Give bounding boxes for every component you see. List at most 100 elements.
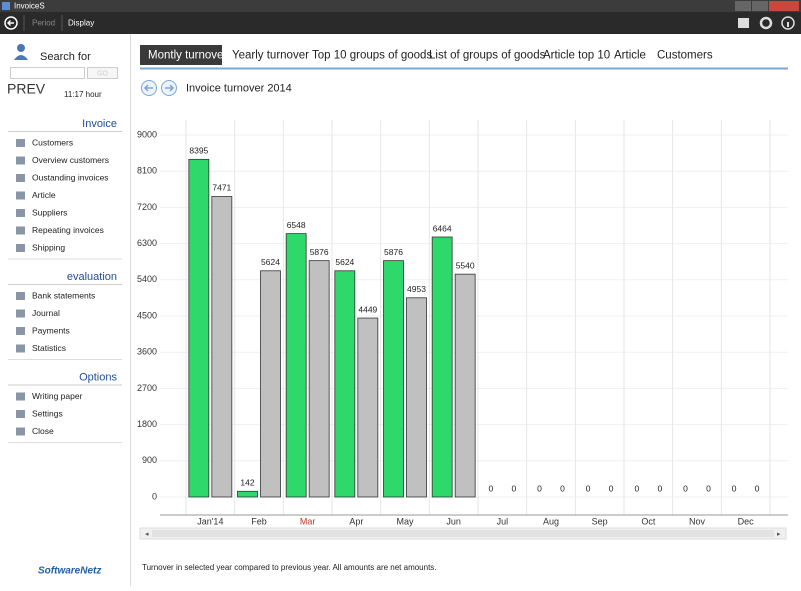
menu-item[interactable]: Writing paper <box>32 391 83 401</box>
tab[interactable]: Customers <box>657 50 713 62</box>
close-window-button[interactable] <box>769 1 799 11</box>
search-button-label: GO <box>97 70 108 77</box>
sidebar-menu: Invoice Customers Overview customers Oustan… <box>8 118 122 443</box>
menu-item[interactable]: Payments <box>32 325 70 335</box>
print-icon[interactable] <box>738 18 749 28</box>
bar <box>286 234 306 497</box>
value-label: 4449 <box>358 304 377 314</box>
y-tick-label: 6300 <box>137 238 157 248</box>
y-tick-label: 1800 <box>137 419 157 429</box>
value-label: 0 <box>560 483 565 493</box>
toolbar <box>0 12 801 34</box>
tab[interactable]: Montly turnover <box>148 50 227 62</box>
menu-icon <box>16 327 25 335</box>
search-label: Search for <box>40 51 91 63</box>
x-tick-label: Jan'14 <box>197 516 223 526</box>
value-label: 0 <box>537 483 542 493</box>
x-tick-label: Mar <box>300 516 316 526</box>
y-tick-label: 0 <box>152 491 157 501</box>
bar <box>432 237 452 497</box>
value-label: 0 <box>706 483 711 493</box>
bar <box>407 298 427 497</box>
value-label: 0 <box>755 483 760 493</box>
menu-item[interactable]: Oustanding invoices <box>32 172 109 182</box>
y-tick-label: 9000 <box>137 129 157 139</box>
bar <box>358 318 378 497</box>
tab[interactable]: List of groups of goods <box>429 50 546 62</box>
menu-icon <box>16 393 25 401</box>
tab[interactable]: Yearly turnover <box>232 50 309 62</box>
menu-icon <box>16 292 25 300</box>
value-label: 5876 <box>384 247 403 257</box>
value-label: 8395 <box>189 146 208 156</box>
scroll-left[interactable]: ◂ <box>145 531 149 538</box>
y-tick-label: 7200 <box>137 202 157 212</box>
bar <box>455 274 475 497</box>
menu-icon <box>16 410 25 418</box>
x-tick-label: Feb <box>251 516 267 526</box>
y-tick-label: 3600 <box>137 347 157 357</box>
menu-icon <box>16 428 25 436</box>
menu-item[interactable]: Repeating invoices <box>32 225 104 235</box>
section-header: evaluation <box>67 271 117 283</box>
menu-icon <box>16 209 25 217</box>
bar <box>309 261 329 497</box>
bar <box>238 491 258 497</box>
menu-icon <box>16 227 25 235</box>
value-label: 7471 <box>212 183 231 193</box>
menu-item[interactable]: Article <box>32 190 56 200</box>
bar <box>335 271 355 497</box>
search-input[interactable] <box>11 68 85 79</box>
menu-item[interactable]: Statistics <box>32 343 66 353</box>
search-user-icon <box>17 44 25 52</box>
logo: SoftwareNetz <box>38 566 101 577</box>
section-header: Invoice <box>82 118 117 130</box>
tab[interactable]: Article <box>614 50 646 62</box>
menu-item[interactable]: Suppliers <box>32 207 67 217</box>
value-label: 5624 <box>335 257 354 267</box>
search-user-icon <box>14 55 28 60</box>
chart: 0900180027003600450054006300720081009000… <box>137 120 788 526</box>
y-tick-label: 5400 <box>137 274 157 284</box>
tab[interactable]: Top 10 groups of goods <box>312 50 432 62</box>
menu-icon <box>16 192 25 200</box>
value-label: 5540 <box>456 260 475 270</box>
value-label: 0 <box>732 483 737 493</box>
value-label: 5624 <box>261 257 280 267</box>
prev-label: PREV <box>7 81 46 97</box>
value-label: 0 <box>609 483 614 493</box>
menu-item[interactable]: Bank statements <box>32 290 95 300</box>
bar <box>261 271 281 497</box>
y-tick-label: 2700 <box>137 383 157 393</box>
value-label: 6548 <box>287 220 306 230</box>
y-tick-label: 4500 <box>137 310 157 320</box>
time-label: 11:17 hour <box>64 90 102 99</box>
value-label: 4953 <box>407 284 426 294</box>
minimize-button[interactable] <box>735 1 751 11</box>
info-icon-mark <box>787 22 789 27</box>
menu-item[interactable]: Overview customers <box>32 155 109 165</box>
window-title: InvoiceS <box>14 2 45 11</box>
x-tick-label: Aug <box>543 516 559 526</box>
x-tick-label: Nov <box>689 516 706 526</box>
menu-item[interactable]: Journal <box>32 308 60 318</box>
menu-item[interactable]: Customers <box>32 137 73 147</box>
toolbar-display[interactable]: Display <box>68 19 94 28</box>
toolbar-period[interactable]: Period <box>32 19 55 28</box>
value-label: 0 <box>511 483 516 493</box>
menu-item[interactable]: Settings <box>32 408 63 418</box>
scrollbar-thumb[interactable] <box>152 530 774 537</box>
tab-bar: Montly turnover Yearly turnoverTop 10 gro… <box>140 45 713 65</box>
menu-item[interactable]: Shipping <box>32 242 65 252</box>
menu-icon <box>16 310 25 318</box>
menu-icon <box>16 345 25 353</box>
x-tick-label: Jun <box>446 516 461 526</box>
menu-item[interactable]: Close <box>32 426 54 436</box>
app-icon <box>2 2 10 10</box>
maximize-button[interactable] <box>752 1 768 11</box>
scroll-right[interactable]: ▸ <box>777 531 781 538</box>
menu-icon <box>16 157 25 165</box>
tab[interactable]: Article top 10 <box>543 50 610 62</box>
bar <box>212 196 232 497</box>
